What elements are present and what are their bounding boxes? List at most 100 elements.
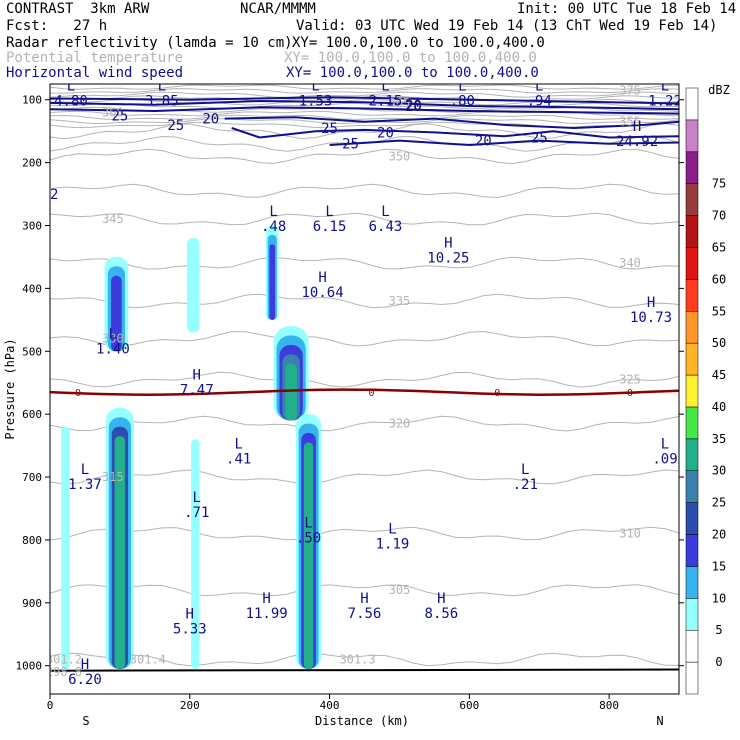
hl-value: 5.33 <box>173 622 207 638</box>
low-marker: L3.85 <box>145 84 179 109</box>
low-marker: L.71 <box>184 490 209 521</box>
high-marker: H10.64 <box>301 270 343 301</box>
hl-letter: L <box>661 437 669 453</box>
hl-letter: L <box>193 490 201 506</box>
colorbar-cell <box>685 151 699 184</box>
org-label: NCAR/MMMM <box>240 1 316 17</box>
colorbar-label: 65 <box>712 240 726 254</box>
theta-contour <box>50 84 679 90</box>
theta-contour-label: 301.3 <box>339 652 375 666</box>
colorbar-label: 55 <box>712 304 726 318</box>
valid-time: Valid: 03 UTC Wed 19 Feb 14 (13 ChT Wed … <box>296 18 718 34</box>
hl-value: 7.47 <box>180 383 214 399</box>
hl-letter: L <box>521 462 529 478</box>
colorbar-label: 25 <box>712 496 726 510</box>
freezing-level-label: 0 <box>368 388 374 399</box>
wind-contour-label: 20 <box>405 99 422 115</box>
low-marker: L.80 <box>450 78 475 109</box>
y-tick-label: 100 <box>22 94 42 107</box>
low-marker: L.48 <box>261 204 286 235</box>
plot-frame <box>49 83 680 695</box>
hl-value: .48 <box>261 219 286 235</box>
hl-value: 7.56 <box>348 606 382 622</box>
reflectivity-core <box>285 363 297 421</box>
low-marker: L6.43 <box>369 204 403 235</box>
colorbar-unit: dBZ <box>708 83 730 97</box>
hl-value: .09 <box>652 452 677 468</box>
hl-value: 1.19 <box>376 537 410 553</box>
colorbar-label: 5 <box>715 623 722 637</box>
reflectivity-core <box>269 244 276 320</box>
hl-letter: L <box>458 78 466 94</box>
high-marker: H8.56 <box>425 591 459 622</box>
wind-contours <box>50 96 679 147</box>
wind-contour-label: 20 <box>405 98 422 114</box>
colorbar-cell <box>685 342 699 376</box>
hl-letter: H <box>318 270 326 286</box>
theta-contour <box>50 652 679 667</box>
hl-value: .94 <box>527 93 552 109</box>
wind-contour <box>50 96 679 105</box>
theta-contour-label: 355 <box>619 115 641 129</box>
hl-value: 1.53 <box>299 93 333 109</box>
hl-annotations: L4.80L3.85L1.53L2.15L.80L.94L1.22H24.92L… <box>54 78 682 688</box>
hl-value: 10.64 <box>301 285 343 301</box>
low-marker: L1.40 <box>96 327 130 358</box>
colorbar-label: 70 <box>712 209 726 223</box>
reflectivity-shading <box>50 225 679 672</box>
hl-value: 6.43 <box>369 219 403 235</box>
x-tick-label: 400 <box>320 699 340 712</box>
wind-contour-label: 20 <box>202 112 219 128</box>
hl-value: 6.20 <box>68 672 102 688</box>
south-label: S <box>82 714 89 728</box>
low-marker: L1.22 <box>648 84 682 109</box>
hl-letter: L <box>381 78 389 94</box>
hl-letter: H <box>437 591 445 607</box>
theta-contour <box>50 102 679 110</box>
hl-value: .71 <box>184 505 209 521</box>
theta-contour-label: 305 <box>389 583 411 597</box>
colorbar-cell <box>685 311 699 344</box>
wind-contour-label: 25 <box>321 121 338 137</box>
hl-letter: H <box>633 119 641 135</box>
colorbar: 0 5 10 15 20 25 30 35 40 45 50 55 60 65 70 75 <box>685 87 726 695</box>
hl-value: 1.22 <box>648 93 682 109</box>
colorbar-label: 0 <box>715 655 722 669</box>
hl-letter: L <box>109 327 117 343</box>
theta-contour <box>50 114 679 120</box>
wind-contour-label: 20 <box>377 125 394 141</box>
y-tick-label: 1000 <box>16 660 43 673</box>
colorbar-label: 40 <box>712 400 726 414</box>
x-tick-label: 200 <box>180 699 200 712</box>
x-tick-label: 800 <box>599 699 619 712</box>
theta-contour-label: 310 <box>619 527 641 541</box>
freezing-level: 0 0 0 0 <box>50 388 679 399</box>
wind-contour <box>50 99 679 111</box>
colorbar-cell <box>685 438 699 471</box>
model-title: CONTRAST 3km ARW <box>6 1 150 17</box>
wind-contour-label: 25 <box>111 108 128 124</box>
y-tick-label: 200 <box>22 157 42 170</box>
hl-letter: L <box>269 204 277 220</box>
low-marker: L6.15 <box>313 204 347 235</box>
wind-contour-label: 22 <box>42 187 59 203</box>
freezing-level-line <box>50 388 679 396</box>
colorbar-cell <box>685 566 699 599</box>
hl-letter: L <box>304 515 312 531</box>
hl-letter: L <box>311 78 319 94</box>
low-marker: L.21 <box>513 462 538 493</box>
x-tick-label: 600 <box>459 699 479 712</box>
hl-value: .50 <box>296 530 321 546</box>
colorbar-cell <box>685 470 699 503</box>
x-axis-label: Distance (km) <box>315 714 409 728</box>
reflectivity-core <box>61 426 70 669</box>
colorbar-cell <box>685 119 699 153</box>
theta-contour-label: 325 <box>619 373 641 387</box>
colorbar-cell <box>685 502 699 535</box>
wind-contour <box>231 127 679 139</box>
hl-value: 11.99 <box>246 606 288 622</box>
colorbar-cell <box>685 215 699 248</box>
theta-contour-label: 340 <box>619 256 641 270</box>
